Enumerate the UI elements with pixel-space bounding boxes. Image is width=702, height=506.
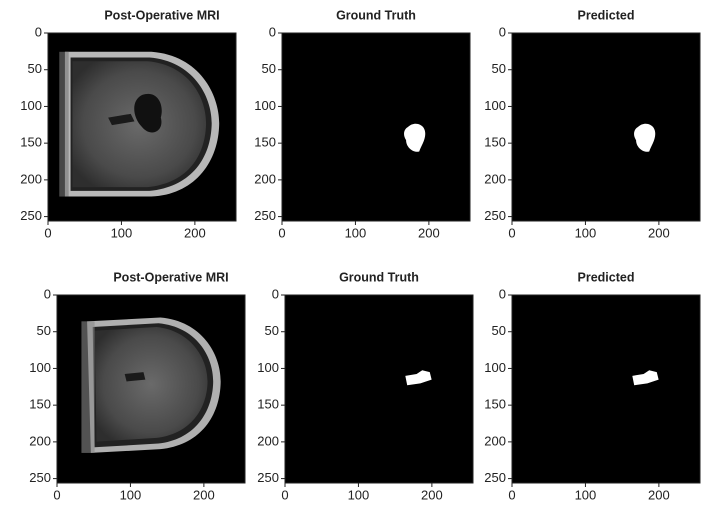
image-content — [59, 52, 219, 197]
x-tick-label: 100 — [575, 487, 597, 502]
x-tick-label: 0 — [281, 487, 288, 502]
y-tick-label: 250 — [484, 470, 506, 485]
y-tick-label: 150 — [484, 135, 506, 150]
x-tick-label: 0 — [278, 225, 285, 240]
x-tick-label: 200 — [184, 225, 206, 240]
y-tick-label: 200 — [254, 171, 276, 186]
y-tick-label: 100 — [254, 98, 276, 113]
panel-title: Ground Truth — [339, 270, 419, 284]
x-tick-label: 200 — [648, 487, 670, 502]
y-tick-label: 200 — [20, 171, 42, 186]
y-tick-label: 50 — [265, 323, 279, 338]
left-edge — [81, 321, 94, 453]
y-tick-label: 0 — [499, 286, 506, 301]
x-tick-label: 200 — [418, 225, 440, 240]
y-tick-label: 100 — [257, 360, 279, 375]
x-tick-label: 200 — [193, 487, 215, 502]
y-tick-label: 50 — [37, 323, 51, 338]
figure: Post-Operative MRI 0 100 200 0 50 100 150 200 250… — [0, 0, 702, 506]
y-tick-label: 50 — [492, 61, 506, 76]
y-tick-label: 100 — [29, 360, 51, 375]
y-tick-label: 0 — [269, 24, 276, 39]
y-tick-label: 200 — [257, 433, 279, 448]
y-tick-label: 0 — [272, 286, 279, 301]
y-tick-label: 150 — [20, 135, 42, 150]
x-tick-label: 0 — [53, 487, 60, 502]
panel-title: Predicted — [578, 270, 635, 284]
y-tick-label: 200 — [484, 433, 506, 448]
x-tick-label: 0 — [508, 487, 515, 502]
y-tick-label: 200 — [484, 171, 506, 186]
y-tick-label: 250 — [254, 208, 276, 223]
y-tick-label: 150 — [254, 135, 276, 150]
y-tick-label: 100 — [484, 360, 506, 375]
y-tick-label: 50 — [28, 61, 42, 76]
y-tick-label: 150 — [29, 397, 51, 412]
image-content — [81, 318, 220, 453]
y-tick-label: 50 — [492, 323, 506, 338]
panel-title: Post-Operative MRI — [104, 8, 219, 22]
x-tick-label: 0 — [44, 225, 51, 240]
x-tick-label: 100 — [348, 487, 370, 502]
left-edge — [59, 52, 68, 197]
image-background — [512, 33, 700, 221]
panel-title: Post-Operative MRI — [113, 270, 228, 284]
image-background — [512, 295, 700, 483]
x-tick-label: 100 — [120, 487, 142, 502]
page: {"chart_data": [ {"type": "image", "titl… — [0, 0, 702, 506]
panel-title: Ground Truth — [336, 8, 416, 22]
y-tick-label: 0 — [44, 286, 51, 301]
y-tick-label: 0 — [35, 24, 42, 39]
image-background — [285, 295, 473, 483]
y-tick-label: 250 — [20, 208, 42, 223]
y-tick-label: 150 — [484, 397, 506, 412]
x-tick-label: 100 — [345, 225, 367, 240]
x-tick-label: 200 — [648, 225, 670, 240]
image-background — [282, 33, 470, 221]
y-tick-label: 250 — [257, 470, 279, 485]
y-tick-label: 200 — [29, 433, 51, 448]
y-tick-label: 150 — [257, 397, 279, 412]
y-tick-label: 100 — [484, 98, 506, 113]
x-tick-label: 0 — [508, 225, 515, 240]
y-tick-label: 250 — [484, 208, 506, 223]
x-tick-label: 100 — [575, 225, 597, 240]
y-tick-label: 50 — [262, 61, 276, 76]
brain — [72, 61, 206, 187]
y-tick-label: 250 — [29, 470, 51, 485]
y-tick-label: 0 — [499, 24, 506, 39]
x-tick-label: 200 — [421, 487, 443, 502]
x-tick-label: 100 — [111, 225, 133, 240]
panel-title: Predicted — [578, 8, 635, 22]
y-tick-label: 100 — [20, 98, 42, 113]
